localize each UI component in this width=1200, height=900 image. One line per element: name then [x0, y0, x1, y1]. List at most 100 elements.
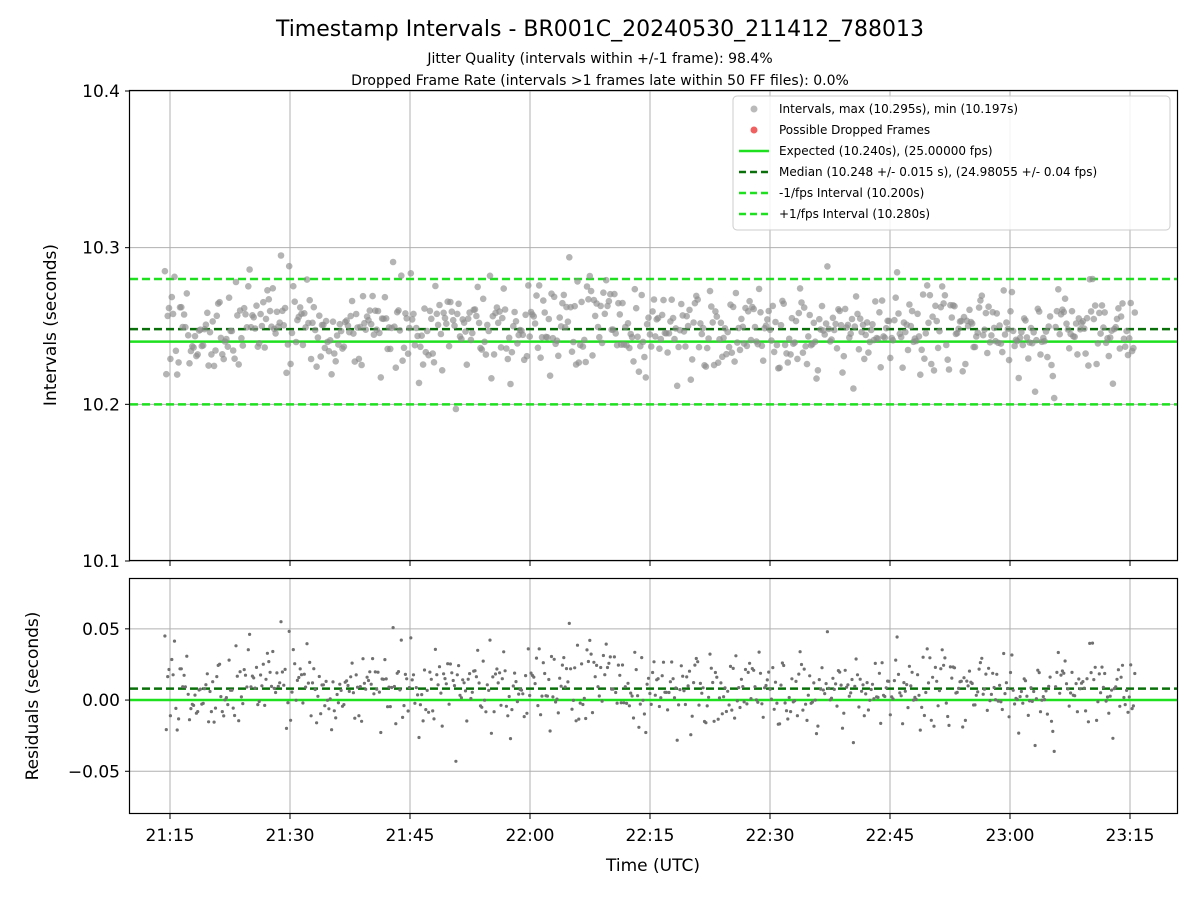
interval-point: [687, 376, 695, 384]
residual-point: [205, 672, 209, 676]
interval-point: [852, 293, 860, 300]
interval-point: [682, 343, 689, 350]
residual-point: [1120, 663, 1125, 667]
interval-point: [546, 372, 554, 380]
interval-point: [769, 302, 777, 310]
interval-point: [1063, 320, 1070, 328]
residual-point: [417, 735, 421, 740]
interval-point: [291, 298, 299, 306]
interval-point: [382, 315, 390, 322]
interval-point: [245, 283, 252, 290]
residual-point: [517, 692, 521, 696]
residual-point: [1034, 697, 1038, 701]
interval-point: [583, 283, 591, 290]
residual-point: [619, 701, 623, 705]
interval-point: [1044, 353, 1051, 361]
interval-point: [602, 276, 610, 284]
residual-point: [1082, 686, 1086, 690]
interval-point: [238, 334, 245, 342]
interval-point: [928, 360, 935, 368]
interval-point: [802, 343, 809, 350]
interval-point: [795, 309, 803, 317]
residual-point: [644, 730, 648, 735]
interval-point: [1004, 325, 1012, 333]
residual-point: [521, 692, 525, 696]
interval-point: [326, 337, 334, 344]
interval-point: [579, 343, 587, 350]
interval-point: [642, 374, 650, 381]
residual-point: [709, 666, 713, 670]
interval-point: [264, 287, 271, 294]
residual-point: [476, 648, 480, 652]
residual-point: [543, 671, 547, 676]
interval-point: [841, 305, 849, 313]
interval-point: [475, 319, 483, 327]
residuals-y-tick-label: 0.05: [82, 620, 120, 640]
residual-point: [779, 683, 783, 687]
residual-point: [784, 709, 789, 713]
residual-point: [1085, 677, 1089, 681]
interval-point: [387, 345, 394, 353]
interval-point: [596, 333, 603, 341]
interval-point: [1130, 344, 1137, 352]
residual-point: [279, 620, 283, 624]
residual-point: [677, 703, 681, 707]
interval-point: [436, 301, 443, 309]
residual-point: [346, 683, 350, 688]
residual-point: [461, 678, 465, 682]
interval-point: [296, 304, 304, 311]
residual-point: [907, 664, 912, 668]
interval-point: [223, 335, 230, 343]
interval-point: [474, 283, 482, 291]
interval-point: [437, 330, 445, 338]
intervals-legend: Intervals, max (10.295s), min (10.197s) …: [732, 95, 1171, 231]
interval-point: [634, 333, 641, 341]
residual-point: [406, 709, 410, 713]
intervals-x-ticks: [169, 561, 1131, 566]
residual-point: [409, 636, 413, 640]
residual-point: [1131, 704, 1135, 708]
residual-point: [630, 694, 634, 698]
interval-point: [895, 310, 902, 317]
residuals-reference-lines: [130, 687, 1178, 702]
residual-point: [1054, 685, 1058, 689]
residual-point: [394, 722, 398, 726]
interval-point: [212, 347, 219, 354]
interval-point: [1101, 309, 1108, 316]
interval-point: [328, 371, 335, 378]
residual-point: [410, 678, 414, 682]
residual-point: [293, 662, 297, 666]
interval-point: [639, 338, 647, 346]
interval-point: [796, 285, 804, 292]
residual-point: [276, 684, 280, 688]
residual-point: [924, 690, 928, 695]
residual-point: [1070, 670, 1074, 675]
interval-point: [725, 343, 733, 351]
residual-point: [325, 698, 330, 702]
residual-point: [1099, 691, 1103, 695]
residual-point: [577, 717, 581, 721]
interval-point: [213, 312, 221, 320]
interval-point: [850, 385, 857, 392]
residual-point: [588, 638, 592, 643]
residual-point: [883, 694, 887, 699]
interval-point: [914, 310, 921, 318]
residual-point: [259, 673, 263, 677]
residual-point: [1119, 675, 1123, 679]
residual-point: [444, 682, 448, 686]
residual-point: [204, 683, 208, 687]
interval-point: [686, 306, 693, 314]
interval-point: [1060, 308, 1068, 316]
residual-point: [812, 681, 816, 685]
interval-point: [1031, 388, 1039, 396]
residual-point: [853, 684, 857, 689]
residual-point: [541, 661, 545, 665]
interval-point: [350, 330, 357, 337]
residual-point: [416, 693, 420, 697]
interval-point: [432, 282, 439, 290]
residual-point: [1123, 703, 1127, 707]
interval-point: [612, 330, 619, 337]
residual-point: [763, 686, 767, 690]
interval-point: [650, 296, 658, 303]
interval-point: [656, 345, 663, 353]
